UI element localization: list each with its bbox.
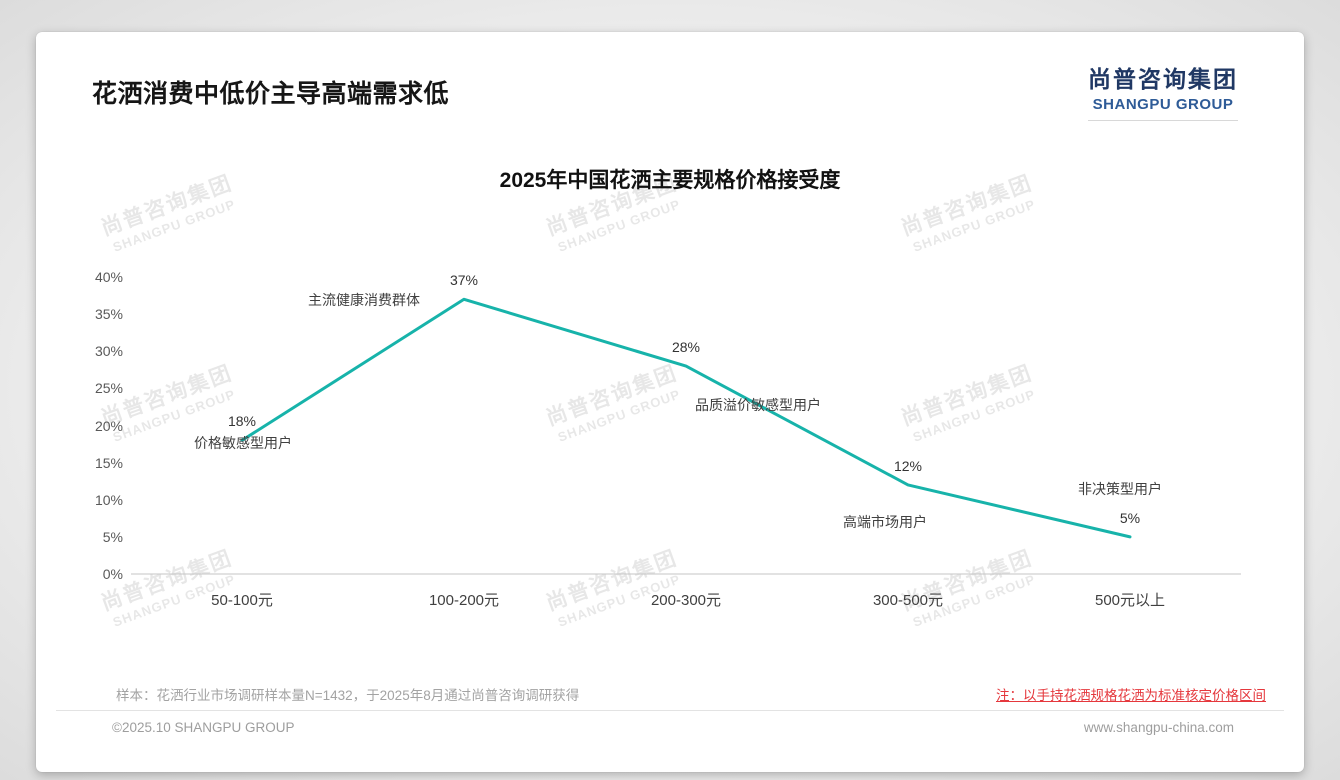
annotation: 品质溢价敏感型用户: [695, 397, 821, 414]
annotation: 高端市场用户: [843, 513, 927, 530]
y-axis-tick: 30%: [94, 343, 123, 360]
data-label: 37%: [449, 272, 479, 289]
website-link[interactable]: www.shangpu-china.com: [1083, 720, 1234, 735]
data-label: 28%: [671, 339, 701, 356]
annotation: 主流健康消费群体: [308, 292, 420, 309]
data-label: 18%: [227, 413, 257, 430]
x-axis-label: 50-100元: [211, 592, 273, 609]
y-axis-tick: 35%: [94, 306, 123, 323]
y-axis-tick: 15%: [94, 454, 123, 471]
logo-text-cn: 尚普咨询集团: [1088, 66, 1238, 92]
data-label: 12%: [893, 457, 923, 474]
chart-plot-svg: [131, 297, 1241, 575]
watermark-text-en: SHANGPU GROUP: [555, 196, 683, 255]
data-label: 5%: [1119, 509, 1141, 526]
line-chart: 0% 5% 10% 15% 20% 25% 30% 35% 40% 50-100元 100-200元…: [95, 267, 1241, 622]
report-card: 尚普咨询集团 SHANGPU GROUP 尚普咨询集团 SHANGPU GROUP 尚普…: [36, 32, 1304, 772]
copyright-text: ©2025.10 SHANGPU GROUP: [112, 720, 295, 735]
x-axis-label: 100-200元: [428, 592, 500, 609]
price-definition-note: 注：以手持花洒规格花洒为标准核定价格区间: [996, 688, 1266, 703]
notes-row: 样本：花洒行业市场调研样本量N=1432，于2025年8月通过尚普咨询调研获得 …: [36, 684, 1304, 704]
x-axis-label: 300-500元: [872, 592, 944, 609]
y-axis-tick: 0%: [102, 566, 123, 582]
sample-note: 样本：花洒行业市场调研样本量N=1432，于2025年8月通过尚普咨询调研获得: [116, 688, 580, 703]
watermark-text-en: SHANGPU GROUP: [110, 196, 238, 255]
y-axis-tick: 20%: [94, 417, 123, 434]
x-axis-label: 200-300元: [650, 592, 722, 609]
annotation: 非决策型用户: [1078, 480, 1162, 497]
y-axis-tick: 25%: [94, 380, 123, 397]
company-logo: 尚普咨询集团 SHANGPU GROUP: [1088, 60, 1238, 121]
price-acceptance-line: [240, 297, 1132, 539]
x-axis-label: 500元以上: [1094, 592, 1166, 609]
footer: ©2025.10 SHANGPU GROUP www.shangpu-china…: [36, 720, 1304, 735]
footer-divider: [56, 710, 1284, 711]
watermark-text-en: SHANGPU GROUP: [910, 196, 1038, 255]
annotation: 价格敏感型用户: [194, 435, 292, 452]
logo-text-en: SHANGPU GROUP: [1092, 96, 1234, 113]
chart-title: 2025年中国花洒主要规格价格接受度: [499, 169, 841, 192]
y-axis-tick: 10%: [94, 491, 123, 508]
y-axis-tick: 5%: [102, 528, 123, 545]
page-title: 花洒消费中低价主导高端需求低: [92, 80, 450, 108]
y-axis-tick: 40%: [94, 269, 123, 285]
